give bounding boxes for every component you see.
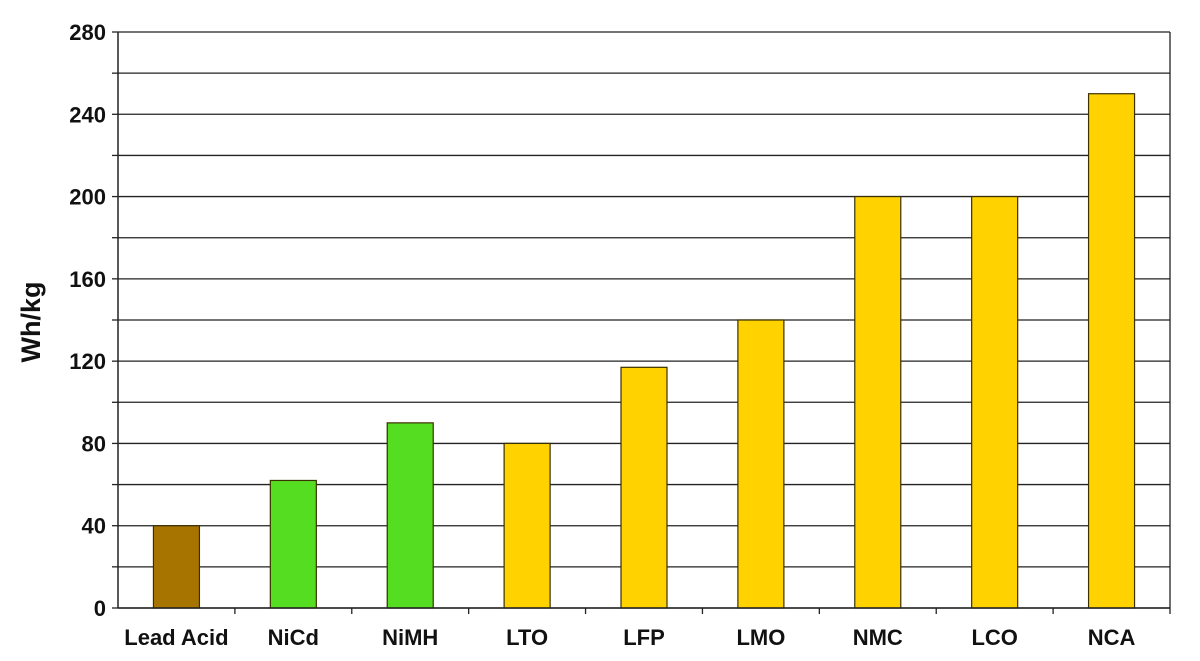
x-tick-label: Lead Acid	[124, 625, 228, 650]
x-tick-label: LTO	[506, 625, 548, 650]
y-tick-label: 280	[69, 20, 106, 45]
bar	[620, 366, 668, 609]
y-tick-label: 80	[82, 431, 106, 456]
y-tick-label: 200	[69, 185, 106, 210]
y-axis-label: Wh/kg	[16, 282, 46, 363]
bar	[152, 525, 201, 609]
bars	[152, 93, 1136, 609]
x-tick-label: NMC	[853, 625, 903, 650]
bar	[971, 195, 1019, 609]
y-tick-labels: 0 40 80 120 160 200 240 280	[69, 20, 106, 621]
x-tick-labels: Lead Acid NiCd NiMH LTO LFP LMO NMC LCO NCA	[124, 625, 1135, 650]
y-tick-label: 240	[69, 102, 106, 127]
axes	[112, 31, 1171, 614]
x-tick-label: NCA	[1088, 625, 1136, 650]
bar	[386, 422, 434, 609]
y-tick-label: 0	[94, 596, 106, 621]
x-tick-label: LFP	[623, 625, 665, 650]
bar	[737, 319, 785, 609]
x-tick-label: LMO	[736, 625, 785, 650]
bar	[1087, 93, 1136, 609]
y-tick-label: 120	[69, 349, 106, 374]
x-tick-label: NiMH	[382, 625, 438, 650]
y-tick-label: 160	[69, 267, 106, 292]
x-tick-label: LCO	[971, 625, 1017, 650]
bar	[854, 195, 902, 609]
bar	[503, 442, 551, 609]
x-tick-label: NiCd	[268, 625, 319, 650]
bar	[269, 479, 317, 609]
y-tick-label: 40	[82, 514, 106, 539]
